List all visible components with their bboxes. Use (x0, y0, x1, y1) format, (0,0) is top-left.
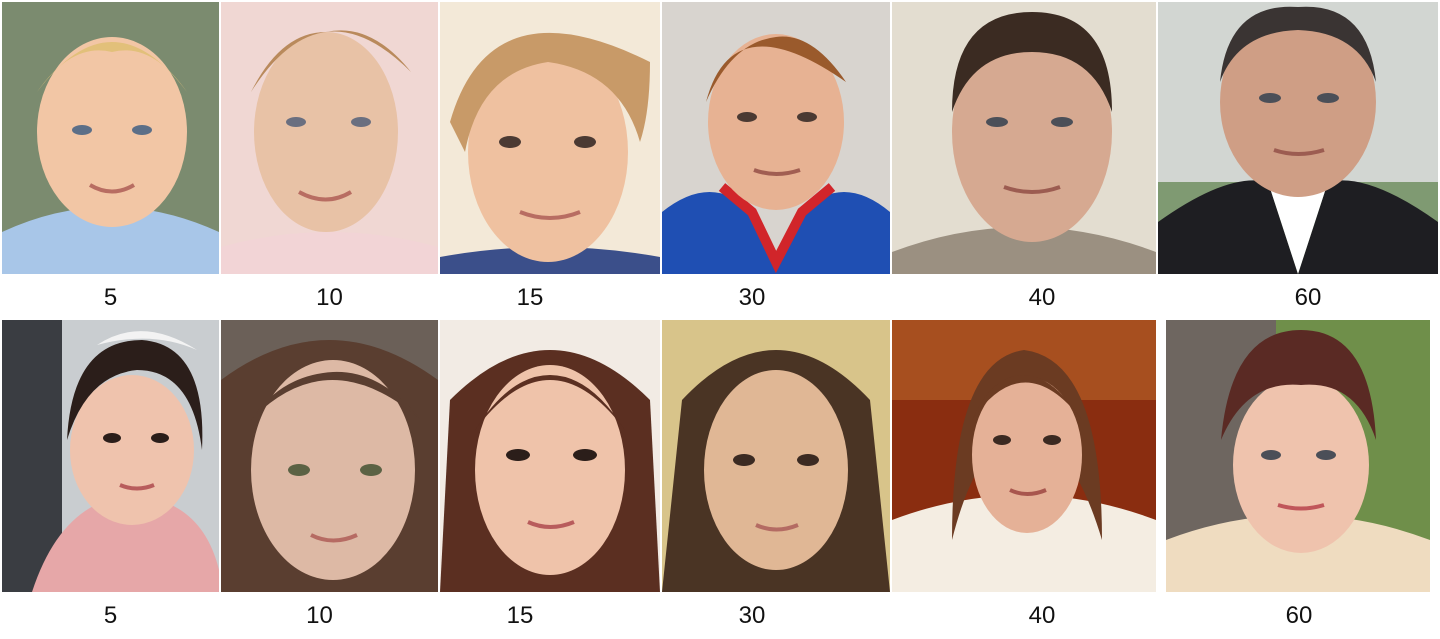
age-label-boy-10: 10 (316, 284, 343, 311)
age-label-woman-40: 40 (1028, 602, 1056, 629)
age-label-man-40: 40 (1028, 284, 1056, 311)
photo-boy-age-10 (221, 2, 438, 274)
age-label-boy-15: 15 (516, 284, 544, 311)
photo-girl-age-15 (440, 320, 660, 592)
photo-woman-age-40 (892, 320, 1156, 592)
age-label-girl-5: 5 (103, 602, 118, 629)
age-label-woman-30: 30 (738, 602, 766, 629)
age-label-man-30: 30 (738, 284, 766, 311)
age-label-girl-15: 15 (506, 602, 534, 629)
photo-man-age-60 (1158, 2, 1438, 274)
photo-man-age-30 (662, 2, 890, 274)
photo-woman-age-60 (1166, 320, 1430, 592)
photo-woman-age-30 (662, 320, 890, 592)
photo-boy-age-15 (440, 2, 660, 274)
photo-boy-age-5 (2, 2, 219, 274)
photo-man-age-40 (892, 2, 1156, 274)
photo-girl-age-10 (221, 320, 438, 592)
photo-girl-age-5 (2, 320, 219, 592)
age-label-woman-60: 60 (1285, 602, 1313, 629)
age-label-man-60: 60 (1294, 284, 1322, 311)
age-label-girl-10: 10 (306, 602, 333, 629)
age-label-boy-5: 5 (103, 284, 118, 311)
